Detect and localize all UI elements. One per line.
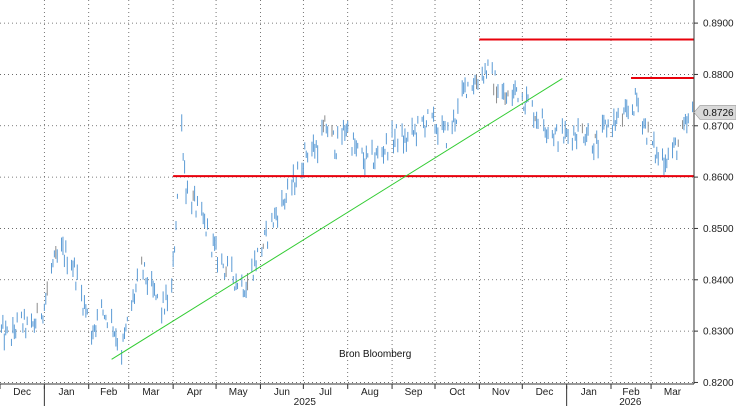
y-tick-label-4: 0.8600 [703, 173, 734, 184]
x-month-label-14: Feb [622, 387, 640, 398]
x-month-label-9: Sep [405, 387, 423, 398]
y-tick-label-6: 0.8800 [703, 70, 734, 81]
x-month-label-2: Feb [100, 387, 118, 398]
price-bars [0, 59, 695, 365]
x-month-label-3: Mar [142, 387, 160, 398]
x-month-label-5: May [229, 387, 248, 398]
x-month-label-0: Dec [13, 387, 31, 398]
last-value-label: 0.8726 [703, 108, 734, 119]
source-label: Bron Bloomberg [339, 349, 411, 360]
x-month-label-12: Dec [536, 387, 554, 398]
last-value-box [693, 105, 736, 120]
y-tick-label-0: 0.8200 [703, 378, 734, 389]
x-month-label-13: Jan [581, 387, 597, 398]
x-month-label-7: Jul [319, 387, 332, 398]
y-tick-label-7: 0.8900 [703, 19, 734, 30]
x-month-label-4: Apr [187, 387, 203, 398]
x-year-label-0: 2025 [294, 397, 317, 406]
y-tick-label-3: 0.8500 [703, 224, 734, 235]
x-month-label-10: Oct [449, 387, 465, 398]
x-month-label-6: Jun [274, 387, 290, 398]
y-tick-label-5: 0.8700 [703, 121, 734, 132]
grid-lines [0, 0, 694, 384]
green-trend-line [111, 78, 563, 360]
annotation-lines [111, 38, 694, 360]
x-month-label-8: Aug [361, 387, 379, 398]
y-tick-label-2: 0.8400 [703, 275, 734, 286]
y-tick-label-1: 0.8300 [703, 327, 734, 338]
x-year-label-1: 2026 [619, 397, 642, 406]
x-month-label-1: Jan [58, 387, 74, 398]
last-value-marker: 0.8726 [693, 105, 736, 120]
x-month-label-11: Nov [492, 387, 510, 398]
x-month-label-15: Mar [664, 387, 682, 398]
